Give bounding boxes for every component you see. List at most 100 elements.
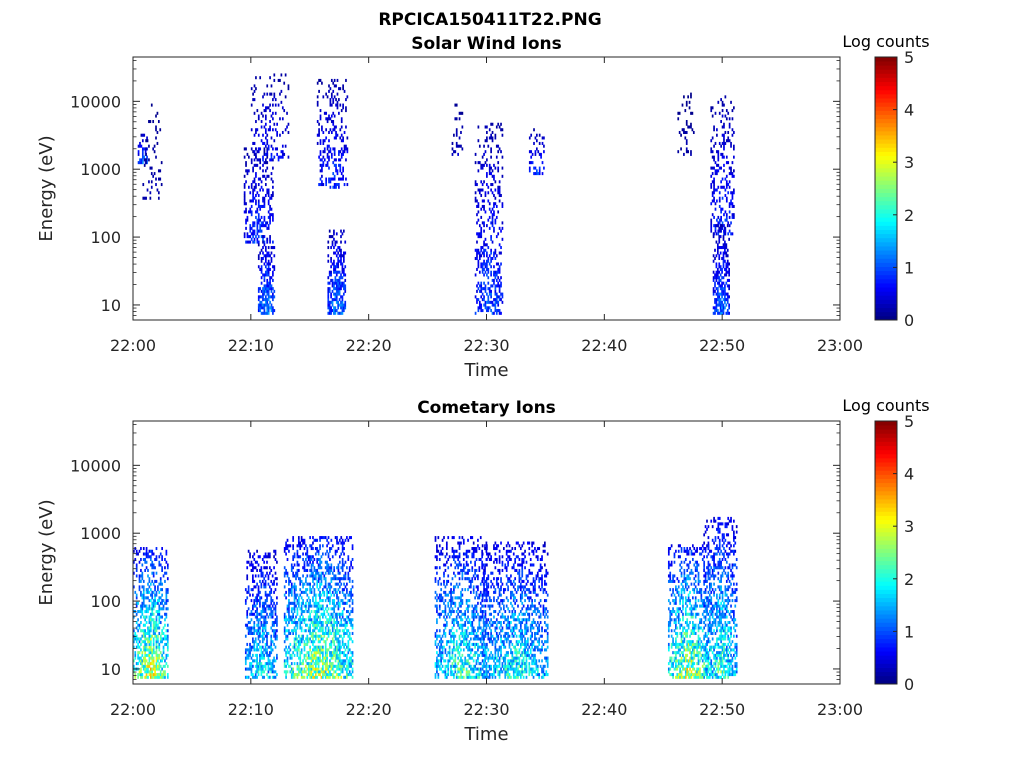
heatmap-cell: [716, 246, 719, 250]
heatmap-cell: [330, 651, 333, 655]
heatmap-cell: [166, 645, 169, 649]
heatmap-cell: [264, 618, 267, 622]
heatmap-cell: [498, 278, 501, 282]
heatmap-cell: [133, 640, 135, 644]
heatmap-cell: [145, 604, 148, 608]
heatmap-cell: [264, 169, 267, 173]
heatmap-cell: [488, 207, 491, 211]
heatmap-cell: [341, 232, 344, 236]
heatmap-cell: [453, 675, 455, 679]
colorbar-segment: [875, 200, 897, 206]
heatmap-cell: [266, 292, 269, 296]
heatmap-cell: [151, 662, 154, 666]
heatmap-cell: [250, 87, 253, 91]
heatmap-cell: [486, 254, 488, 258]
heatmap-cell: [343, 582, 345, 586]
heatmap-cell: [266, 637, 268, 641]
heatmap-cell: [476, 284, 478, 288]
heatmap-cell: [331, 590, 334, 594]
heatmap-cell: [273, 623, 275, 627]
heatmap-cell: [333, 626, 336, 630]
heatmap-cell: [688, 125, 691, 129]
heatmap-cell: [269, 215, 271, 219]
heatmap-cell: [724, 177, 727, 181]
heatmap-cell: [276, 673, 278, 677]
colorbar-segment: [875, 73, 897, 78]
heatmap-cell: [319, 620, 321, 625]
heatmap-cell: [486, 136, 488, 140]
heatmap-cell: [491, 191, 494, 195]
heatmap-cell: [332, 161, 335, 165]
heatmap-cell: [688, 106, 691, 110]
heatmap-cell: [710, 185, 713, 189]
heatmap-cell: [711, 136, 714, 140]
heatmap-cell: [254, 585, 257, 589]
heatmap-cell: [316, 615, 319, 619]
heatmap-cell: [331, 555, 334, 559]
heatmap-cell: [714, 306, 716, 310]
heatmap-cell: [323, 610, 326, 614]
heatmap-cell: [141, 653, 144, 657]
heatmap-cell: [334, 549, 337, 553]
heatmap-cell: [285, 615, 287, 619]
heatmap-cell: [140, 670, 142, 674]
heatmap-cell: [273, 607, 275, 611]
heatmap-cell: [309, 604, 311, 608]
heatmap-cell: [152, 582, 155, 586]
heatmap-cell: [142, 664, 145, 668]
heatmap-cell: [498, 284, 501, 288]
heatmap-cell: [486, 259, 488, 263]
heatmap-cell: [141, 604, 144, 608]
heatmap-cell: [543, 166, 545, 170]
heatmap-cell: [460, 670, 462, 674]
heatmap-cell: [488, 300, 491, 304]
heatmap-cell: [332, 98, 335, 102]
heatmap-cell: [324, 675, 327, 679]
heatmap-cell: [144, 653, 147, 657]
heatmap-cell: [309, 656, 311, 660]
heatmap-cell: [340, 125, 343, 129]
heatmap-cell: [161, 675, 163, 679]
heatmap-cell: [256, 648, 258, 652]
heatmap-cell: [713, 125, 715, 129]
heatmap-cell: [300, 618, 303, 622]
heatmap-cell: [158, 612, 161, 616]
heatmap-cell: [475, 615, 478, 619]
heatmap-cell: [266, 139, 269, 143]
heatmap-cell: [344, 306, 347, 310]
heatmap-cell: [319, 670, 321, 674]
heatmap-cell: [434, 596, 437, 600]
heatmap-cell: [327, 673, 330, 677]
heatmap-cell: [336, 566, 338, 570]
heatmap-cell: [277, 158, 280, 162]
heatmap-cell: [300, 604, 303, 608]
heatmap-cell: [316, 620, 319, 625]
heatmap-cell: [295, 673, 297, 677]
heatmap-cell: [333, 150, 336, 154]
heatmap-cell: [340, 120, 343, 124]
heatmap-cell: [717, 150, 720, 154]
heatmap-cell: [256, 667, 258, 671]
heatmap-cell: [286, 538, 289, 542]
heatmap-cell: [273, 579, 275, 583]
heatmap-cell: [262, 141, 264, 145]
heatmap-cell: [306, 560, 309, 564]
heatmap-cell: [350, 620, 352, 625]
heatmap-cell: [264, 109, 267, 113]
heatmap-cell: [728, 215, 731, 219]
heatmap-cell: [292, 557, 295, 562]
heatmap-cell: [347, 642, 350, 646]
heatmap-cell: [250, 185, 253, 189]
heatmap-cell: [162, 675, 165, 679]
heatmap-cell: [297, 618, 300, 622]
colorbar-segment: [875, 254, 897, 259]
heatmap-cell: [723, 133, 725, 137]
heatmap-cell: [144, 568, 147, 572]
heatmap-cell: [711, 191, 714, 195]
heatmap-cell: [319, 599, 321, 603]
heatmap-cell: [292, 585, 295, 589]
heatmap-cell: [264, 248, 267, 252]
heatmap-cell: [293, 574, 296, 578]
heatmap-cell: [246, 642, 249, 646]
heatmap-cell: [451, 664, 454, 668]
